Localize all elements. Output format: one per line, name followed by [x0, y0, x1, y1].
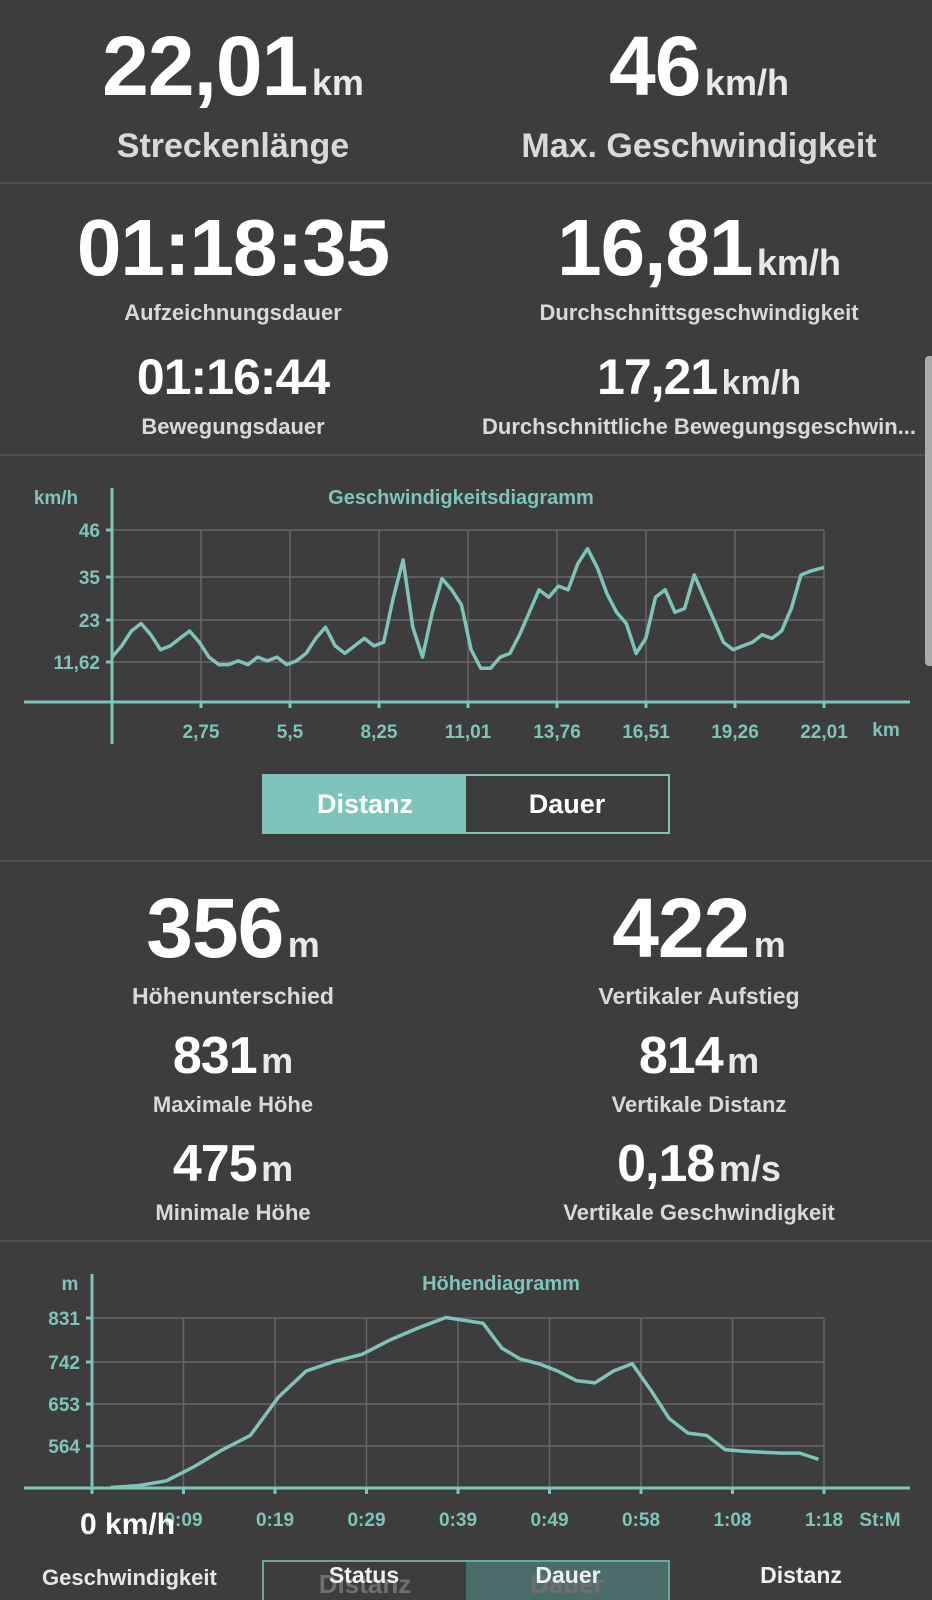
x-tick-label: 16,51	[622, 722, 670, 743]
max-height-unit: m	[261, 1040, 294, 1081]
toggle-duration-button[interactable]: Dauer	[528, 788, 606, 819]
toggle-distance-button[interactable]: Distanz	[264, 776, 466, 832]
height-diff-value: 356	[146, 881, 284, 975]
max-height-value: 831	[172, 1027, 258, 1085]
vertical-ascent-unit: m	[753, 924, 786, 965]
elevation-chart-svg: Höhendiagramm m St:M 564 653 742 831 0:09 0:1…	[24, 1273, 910, 1531]
bottom-chart-toggle-ghost: Distanz Dauer	[262, 1560, 670, 1600]
speed-chart-svg: Geschwindigkeitsdiagramm km/h km 11,62 23…	[24, 487, 910, 744]
current-speed-label: Geschwindigkeit	[42, 1565, 217, 1590]
x-tick-label: 5,5	[277, 722, 304, 743]
x-tick-label: 19,26	[711, 722, 759, 743]
vertical-ascent-label: Vertikaler Aufstieg	[598, 983, 800, 1009]
stat-avg-moving-speed: 17,21 km/h Durchschnittliche Bewegungsge…	[466, 348, 932, 440]
stat-max-height: 831 m Maximale Höhe	[0, 1026, 466, 1118]
x-tick-label: 0:39	[439, 1510, 477, 1531]
elevation-chart: Höhendiagramm m St:M 564 653 742 831 0:09 0:1…	[0, 1262, 932, 1542]
y-axis-unit: km/h	[34, 488, 78, 509]
height-diff-unit: m	[287, 924, 320, 965]
max-speed-label: Max. Geschwindigkeit	[521, 127, 877, 165]
vertical-speed-label: Vertikale Geschwindigkeit	[563, 1200, 835, 1225]
x-tick-label: 0:09	[164, 1510, 202, 1531]
x-tick-label: 22,01	[800, 722, 848, 743]
avg-moving-speed-label: Durchschnittliche Bewegungsgeschwin...	[482, 414, 916, 439]
distance-value: 22,01	[102, 19, 308, 113]
vertical-distance-unit: m	[727, 1040, 760, 1081]
moving-time-value: 01:16:44	[136, 349, 330, 405]
distance-unit: km	[311, 62, 364, 103]
min-height-label: Minimale Höhe	[155, 1200, 311, 1225]
y-tick-label: 742	[48, 1353, 80, 1374]
avg-speed-value: 16,81	[557, 203, 753, 292]
stat-moving-time: 01:16:44 Bewegungsdauer	[0, 348, 466, 440]
stat-vertical-distance: 814 m Vertikale Distanz	[466, 1026, 932, 1118]
y-tick-label: 653	[48, 1395, 80, 1416]
moving-time-label: Bewegungsdauer	[141, 414, 325, 439]
divider	[0, 454, 932, 456]
stat-height-diff: 356 m Höhenunterschied	[0, 880, 466, 1010]
avg-speed-label: Durchschnittsgeschwindigkeit	[539, 300, 859, 325]
duration-value: 01:18:35	[76, 203, 390, 292]
vertical-distance-label: Vertikale Distanz	[611, 1092, 787, 1117]
vertical-speed-unit: m/s	[718, 1148, 781, 1189]
series-line	[110, 1315, 819, 1490]
vertical-distance-value: 814	[638, 1027, 724, 1085]
stat-vertical-ascent: 422 m Vertikaler Aufstieg	[466, 880, 932, 1010]
x-tick-label: 0:29	[347, 1510, 385, 1531]
x-tick-label: 0:19	[256, 1510, 294, 1531]
x-axis-unit: St:M	[859, 1510, 900, 1531]
divider	[0, 182, 932, 184]
x-tick-label: 2,75	[183, 722, 220, 743]
max-height-label: Maximale Höhe	[152, 1092, 314, 1117]
x-tick-label: 0:49	[530, 1510, 568, 1531]
avg-speed-unit: km/h	[756, 242, 841, 283]
min-height-unit: m	[261, 1148, 294, 1189]
bottom-tabs: Status Dauer Distanz	[262, 1562, 932, 1600]
stat-vertical-speed: 0,18 m/s Vertikale Geschwindigkeit	[466, 1134, 932, 1226]
min-height-value: 475	[172, 1135, 258, 1193]
divider	[0, 860, 932, 862]
vertical-ascent-value: 422	[612, 881, 750, 975]
x-tick-label: 8,25	[361, 722, 398, 743]
stat-distance: 22,01 km Streckenlänge	[0, 18, 466, 166]
avg-moving-speed-value: 17,21	[597, 349, 718, 405]
height-diff-label: Höhenunterschied	[132, 983, 334, 1009]
series-line	[110, 546, 825, 671]
ghost-distance-label: Distanz	[318, 1569, 412, 1599]
duration-label: Aufzeichnungsdauer	[124, 300, 342, 325]
y-tick-label: 11,62	[54, 653, 101, 674]
x-tick-label: 11,01	[445, 722, 492, 743]
y-tick-label: 46	[79, 521, 100, 542]
y-tick-label: 831	[48, 1309, 80, 1330]
stat-max-speed: 46 km/h Max. Geschwindigkeit	[466, 18, 932, 166]
distance-label: Streckenlänge	[116, 127, 350, 165]
ghost-duration-label: Dauer	[466, 1562, 668, 1600]
chart-title: Höhendiagramm	[422, 1273, 580, 1295]
scrollbar[interactable]	[925, 356, 932, 666]
current-speed-value: 0 km/h	[80, 1508, 176, 1541]
x-tick-label: 0:58	[622, 1510, 660, 1531]
x-tick-label: 1:08	[713, 1510, 751, 1531]
speed-chart-toggle: Distanz Dauer	[262, 774, 670, 834]
y-tick-label: 23	[79, 611, 100, 632]
y-axis-unit: m	[62, 1274, 79, 1295]
y-tick-label: 35	[79, 568, 101, 589]
stat-min-height: 475 m Minimale Höhe	[0, 1134, 466, 1226]
y-tick-label: 564	[48, 1437, 80, 1458]
stat-avg-speed: 16,81 km/h Durchschnittsgeschwindigkeit	[466, 202, 932, 326]
tab-status[interactable]: Status	[328, 1562, 400, 1588]
chart-title: Geschwindigkeitsdiagramm	[328, 487, 594, 509]
vertical-speed-value: 0,18	[617, 1135, 715, 1193]
avg-moving-speed-unit: km/h	[721, 364, 801, 402]
max-speed-unit: km/h	[704, 62, 789, 103]
x-tick-label: 1:18	[805, 1510, 843, 1531]
max-speed-value: 46	[609, 19, 701, 113]
tab-distance[interactable]: Distanz	[760, 1562, 842, 1588]
x-axis-unit: km	[872, 720, 899, 741]
stat-duration: 01:18:35 Aufzeichnungsdauer	[0, 202, 466, 326]
divider	[0, 1240, 932, 1242]
tab-duration[interactable]: Dauer	[535, 1562, 601, 1588]
speed-chart: Geschwindigkeitsdiagramm km/h km 11,62 23…	[0, 470, 932, 760]
x-tick-label: 13,76	[533, 722, 581, 743]
